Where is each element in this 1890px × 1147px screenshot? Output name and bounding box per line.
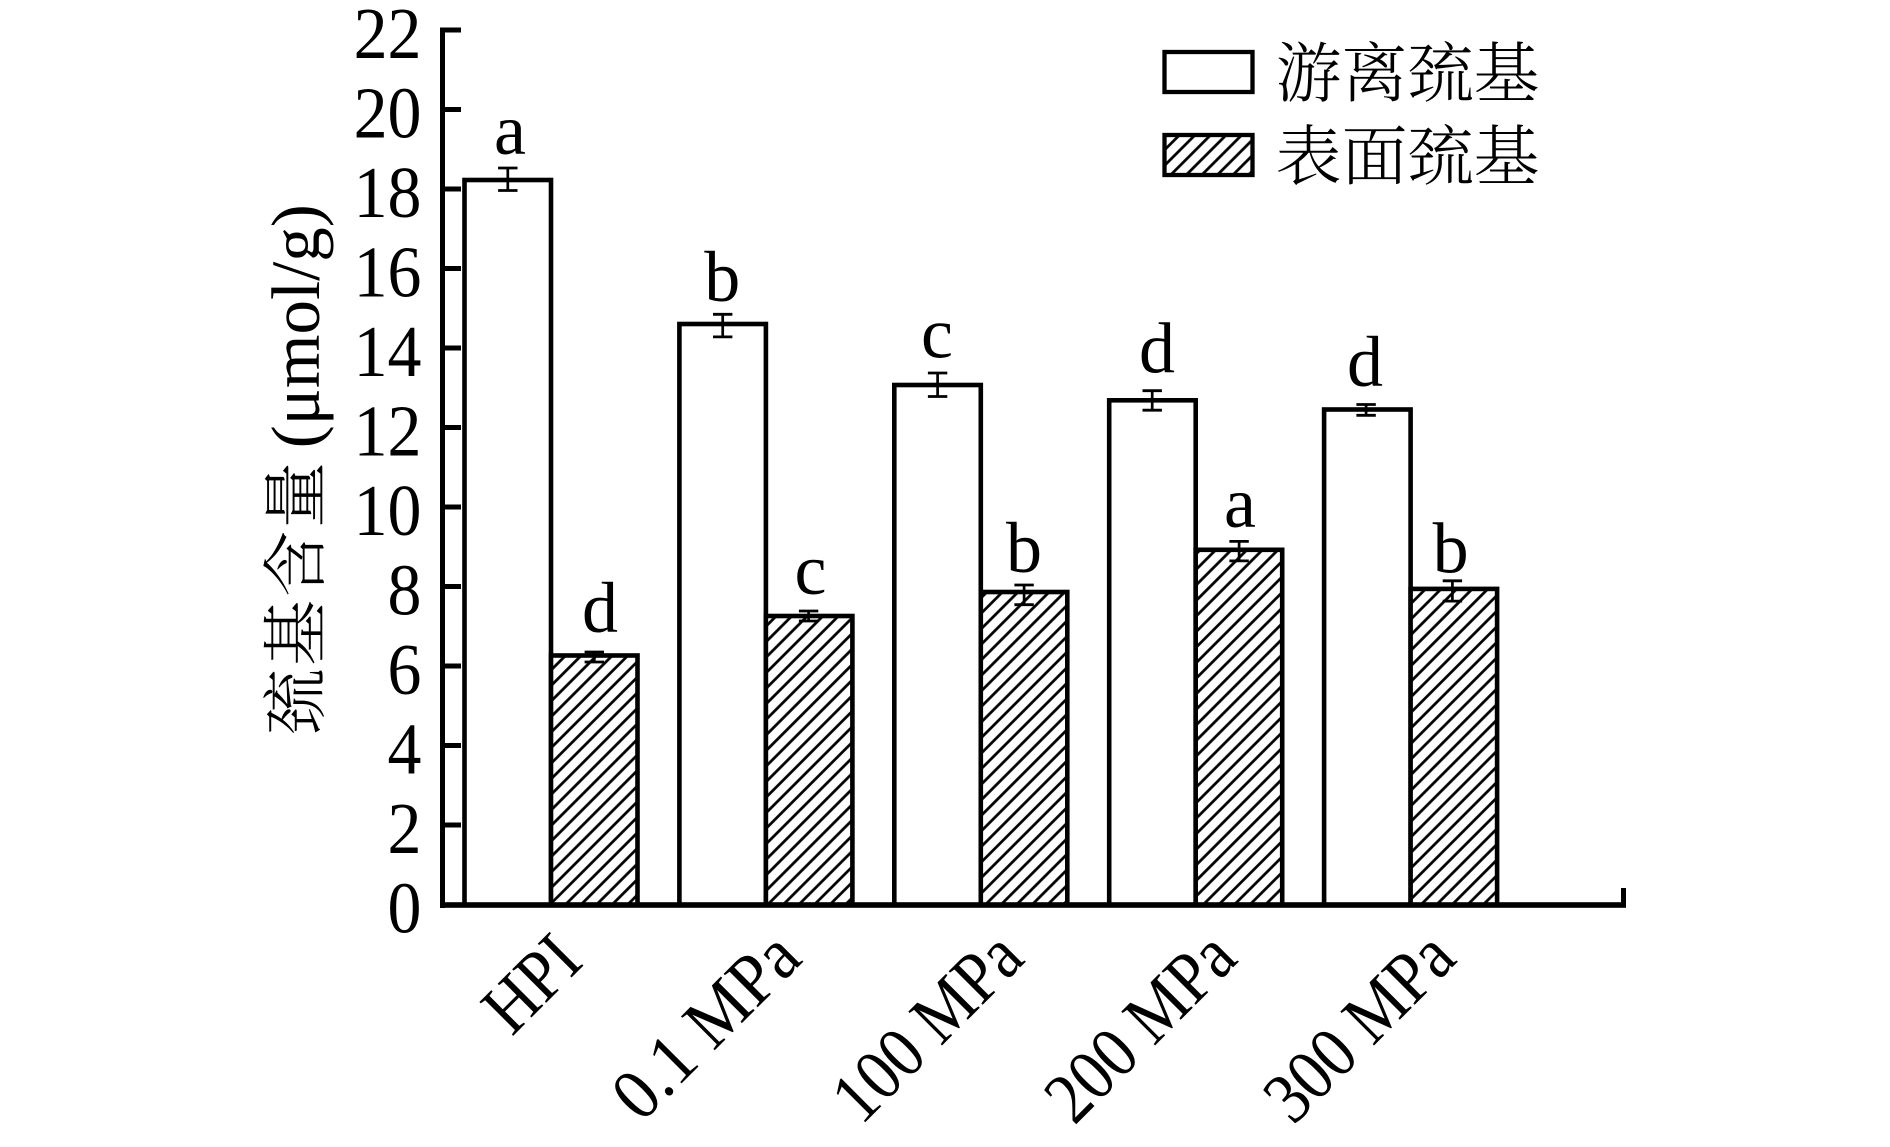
svg-text:c: c — [921, 294, 953, 374]
svg-text:12: 12 — [354, 391, 422, 472]
svg-text:4: 4 — [388, 709, 422, 790]
svg-text:d: d — [1139, 309, 1175, 389]
svg-text:18: 18 — [354, 153, 422, 234]
svg-text:b: b — [1433, 509, 1469, 589]
svg-text:20: 20 — [354, 73, 422, 154]
svg-text:b: b — [1006, 508, 1042, 588]
svg-text:14: 14 — [354, 312, 422, 393]
svg-text:d: d — [582, 568, 618, 648]
svg-text:22: 22 — [354, 0, 422, 75]
svg-text:2: 2 — [388, 789, 422, 870]
svg-text:16: 16 — [354, 232, 422, 313]
svg-text:a: a — [494, 90, 526, 170]
svg-text:c: c — [795, 530, 827, 610]
svg-text:8: 8 — [388, 550, 422, 631]
svg-text:b: b — [704, 237, 740, 317]
svg-text:0: 0 — [388, 868, 422, 949]
svg-text:10: 10 — [354, 471, 422, 552]
svg-text:d: d — [1347, 322, 1383, 402]
svg-text:6: 6 — [388, 630, 422, 711]
svg-text:a: a — [1224, 463, 1256, 543]
svg-text:(μmol/g): (μmol/g) — [258, 204, 334, 448]
